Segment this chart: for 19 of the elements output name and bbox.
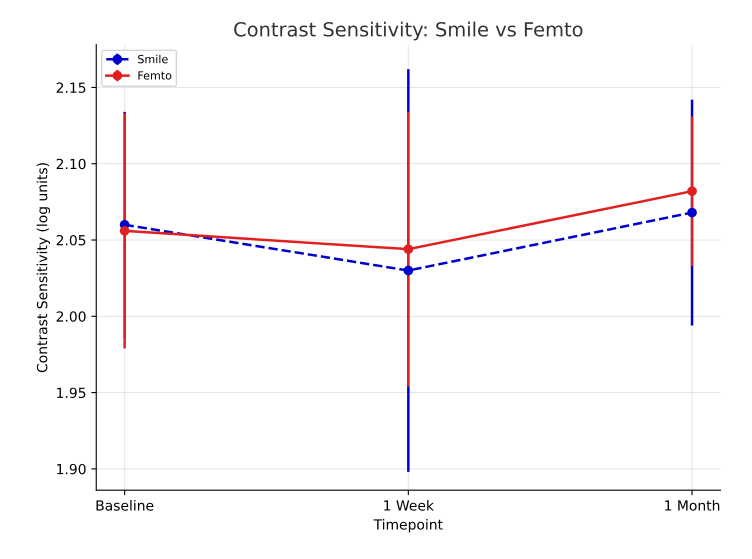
y-tick-label: 2.10 [56, 158, 86, 170]
x-tick-label: 1 Month [665, 500, 720, 511]
x-tick-label: Baseline [96, 500, 154, 511]
y-tick-label: 1.90 [57, 464, 86, 474]
point [403, 266, 414, 276]
point [687, 208, 697, 218]
y-tick-label: 1.95 [57, 388, 86, 398]
y-axis-title: Contrast Sensitivity (log units) [36, 163, 50, 372]
point [687, 186, 697, 196]
x-tick-label: 1 Week [384, 500, 434, 511]
legend-label: Femto [138, 71, 172, 80]
y-tick-label: 2.15 [56, 82, 86, 93]
legend-label: Smile [138, 54, 168, 64]
chart-title: Contrast Sensitivity: Smile vs Femto [234, 22, 582, 40]
y-tick-label: 2.00 [56, 311, 86, 322]
point [120, 226, 130, 236]
point [403, 244, 414, 254]
y-tick-label: 2.05 [56, 234, 86, 246]
x-axis-title: Timepoint [374, 518, 443, 532]
